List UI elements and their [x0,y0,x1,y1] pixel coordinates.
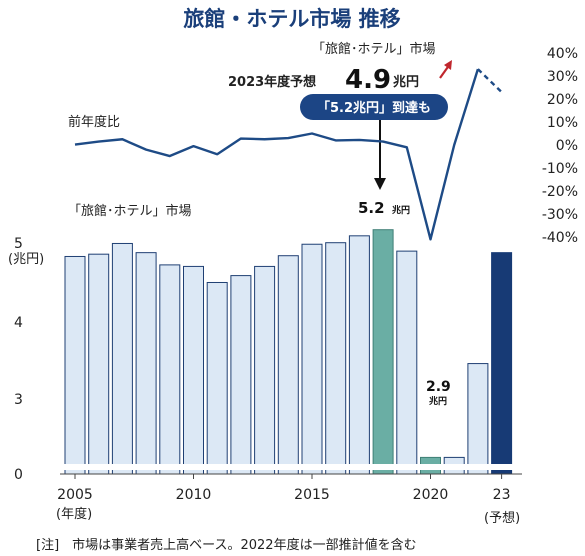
right-y-tick-label: -40% [542,230,578,246]
line-group [74,68,503,241]
x-tick-label: 23 [493,487,511,503]
right-y-tick-label: 10% [547,115,578,131]
axis-break [60,464,522,470]
forecast-unit: 兆円 [393,74,419,90]
peak-label-unit: 兆円 [392,204,410,216]
bar-2010 [183,265,204,475]
bar-2012 [230,275,252,475]
y-tick-label: 3 [14,392,23,408]
peak-label-value: 5.2 [358,199,385,217]
bar-2008 [135,252,157,475]
right-y-tick-label: -20% [542,184,578,200]
right-y-tick-label: 20% [547,92,578,108]
bar-2014 [277,255,299,475]
y-tick-label: 0 [14,467,23,483]
line-series-forecast [477,68,503,93]
callout-market-label: 「旅館･ホテル」市場 [312,41,436,57]
bar-2011 [206,281,228,475]
bar-2016 [325,242,347,475]
forecast-tag: (予想) [484,510,520,526]
low-label-unit: 兆円 [429,395,447,407]
pointer-arrow [374,120,386,190]
y-ticks: 0 3 4 5 [14,236,23,483]
bar-2007 [111,242,133,475]
bar-2022 [467,363,489,475]
badge: 「5.2兆円」到達も [300,94,448,120]
bar-2015 [301,243,323,475]
x-tick-label: 2015 [294,487,330,503]
right-y-ticks: 40% 30% 20% 10% 0% -10% -20% -30% -40% [542,46,578,246]
bar-2006 [88,253,110,475]
x-tick-label: 2010 [176,487,212,503]
bar-group [60,229,522,475]
bar-series-label: 「旅館･ホテル」市場 [68,203,192,219]
bar-2009 [159,264,181,475]
x-tick-label: 2005 [57,487,93,503]
line-series-solid [74,68,480,241]
bar-2018 [372,229,394,475]
badge-text: 「5.2兆円」到達も [317,100,431,116]
right-y-tick-label: -30% [542,207,578,223]
x-tick-label: 2020 [413,487,449,503]
right-y-tick-label: -10% [542,161,578,177]
right-y-tick-label: 40% [547,46,578,62]
right-y-tick-label: 0% [556,138,578,154]
right-y-tick-label: 30% [547,69,578,85]
bar-2017 [348,235,370,475]
x-axis-unit: (年度) [56,506,92,522]
low-label-value: 2.9 [426,379,451,395]
forecast-prefix: 2023年度予想 [228,74,316,90]
bar-2005 [64,255,86,475]
bar-2019 [396,250,418,475]
forecast-value: 4.9 [345,65,391,95]
line-series-label: 前年度比 [68,114,120,130]
chart-title: 旅館・ホテル市場 推移 [183,7,400,31]
bar-2013 [254,265,276,475]
y-axis-unit: (兆円) [8,252,44,267]
footnote: [注] 市場は事業者売上高ベース。2022年度は一部推計値を含む [36,537,417,553]
up-arrow-icon [439,60,452,79]
bar-2023 [491,252,513,475]
y-tick-label: 4 [14,315,23,331]
y-tick-label: 5 [14,236,23,252]
x-ticks: 2005 2010 2015 2020 23 [57,474,511,503]
